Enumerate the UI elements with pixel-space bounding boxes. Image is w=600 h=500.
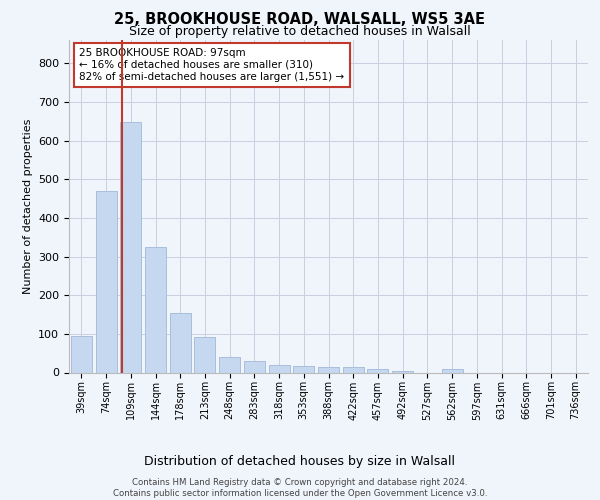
Text: Contains HM Land Registry data © Crown copyright and database right 2024.
Contai: Contains HM Land Registry data © Crown c… (113, 478, 487, 498)
Y-axis label: Number of detached properties: Number of detached properties (23, 118, 32, 294)
Text: 25 BROOKHOUSE ROAD: 97sqm
← 16% of detached houses are smaller (310)
82% of semi: 25 BROOKHOUSE ROAD: 97sqm ← 16% of detac… (79, 48, 344, 82)
Bar (367, 370, 388, 372)
Bar (120, 122, 141, 372)
Bar (293, 366, 314, 372)
Text: 25, BROOKHOUSE ROAD, WALSALL, WS5 3AE: 25, BROOKHOUSE ROAD, WALSALL, WS5 3AE (115, 12, 485, 28)
Bar (269, 365, 290, 372)
Bar (194, 337, 215, 372)
Bar (219, 357, 240, 372)
Bar (71, 336, 92, 372)
Bar (318, 366, 339, 372)
Bar (244, 362, 265, 372)
Bar (145, 247, 166, 372)
Text: Distribution of detached houses by size in Walsall: Distribution of detached houses by size … (145, 454, 455, 468)
Bar (95, 191, 116, 372)
Text: Size of property relative to detached houses in Walsall: Size of property relative to detached ho… (129, 25, 471, 38)
Bar (170, 312, 191, 372)
Bar (343, 368, 364, 372)
Bar (392, 370, 413, 372)
Bar (442, 368, 463, 372)
